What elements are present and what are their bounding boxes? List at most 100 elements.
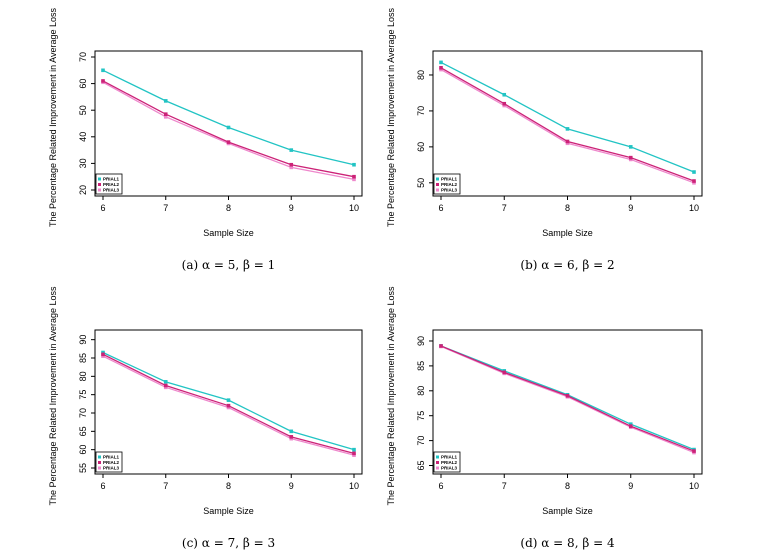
series-prial1: [439, 60, 696, 174]
y-tick-label: 55: [78, 463, 88, 473]
series-prial3: [101, 80, 356, 182]
data-point: [692, 449, 696, 453]
data-point: [289, 429, 294, 434]
legend-label: PRIAL2: [441, 182, 458, 187]
data-point: [352, 162, 356, 167]
legend-label: PRIAL1: [441, 455, 458, 460]
data-point: [289, 436, 294, 441]
y-tick-label: 90: [78, 335, 88, 345]
series-prial2: [439, 65, 696, 183]
data-point: [565, 139, 570, 144]
x-tick-label: 8: [226, 481, 231, 491]
y-tick-label: 85: [416, 361, 426, 371]
data-point: [163, 380, 168, 384]
legend-box: [433, 451, 461, 473]
data-point: [289, 165, 294, 170]
y-axis: 65 70 75 80 85 90: [416, 336, 433, 471]
series-line: [440, 67, 695, 182]
x-axis-title: Sample Size: [542, 228, 593, 238]
x-tick-label: 10: [689, 203, 699, 213]
data-point: [628, 155, 633, 160]
data-point: [163, 99, 168, 103]
data-point: [628, 422, 633, 426]
data-point: [628, 145, 633, 149]
legend-swatch: [436, 188, 439, 192]
data-point: [502, 370, 507, 375]
x-axis: 6 7 8 9 10: [100, 474, 359, 491]
y-axis: 20 30 40 50 60 70: [78, 52, 95, 195]
y-tick-label: 80: [416, 386, 426, 396]
series-line: [440, 69, 695, 184]
legend-swatch: [436, 177, 439, 181]
x-tick-label: 7: [502, 203, 507, 213]
y-axis: 55 60 65 70 75 80 85 90: [78, 335, 95, 473]
y-tick-label: 70: [416, 106, 426, 116]
series-line: [102, 69, 355, 166]
data-point: [439, 65, 443, 70]
data-point: [226, 405, 231, 410]
x-tick-label: 9: [289, 203, 294, 213]
legend-box: [95, 451, 123, 473]
data-point: [101, 79, 105, 83]
y-tick-label: 65: [78, 426, 88, 436]
plot-frame: [432, 50, 703, 197]
data-point: [226, 140, 231, 144]
panel-caption: (d) α = 8, β = 4: [520, 536, 615, 550]
x-tick-label: 8: [565, 481, 570, 491]
x-tick-label: 8: [565, 203, 570, 213]
x-tick-label: 6: [438, 481, 443, 491]
x-axis: 6 7 8 9 10: [438, 474, 699, 491]
panel-caption: (b) α = 6, β = 2: [520, 258, 614, 272]
series-line: [102, 81, 355, 180]
data-point: [565, 127, 570, 131]
legend-box: [95, 173, 123, 195]
chart-panel-2: 6 7 8 9 10 50 60 70 80 Sample Size The Percentage …: [386, 8, 703, 272]
x-axis: 6 7 8 9 10: [100, 196, 359, 213]
x-tick-label: 10: [349, 203, 359, 213]
y-axis-title: The Percentage Related Improvement in Av…: [386, 8, 396, 227]
plot-frame: [94, 50, 363, 197]
plot-frame: [432, 329, 703, 475]
data-point: [628, 424, 633, 428]
data-point: [502, 101, 507, 106]
data-point: [502, 92, 507, 97]
x-tick-label: 10: [349, 481, 359, 491]
y-tick-label: 75: [78, 390, 88, 400]
series-prial1: [101, 68, 356, 167]
legend-label: PRIAL2: [441, 460, 458, 465]
legend-label: PRIAL1: [103, 455, 120, 460]
x-axis-title: Sample Size: [203, 506, 254, 516]
legend-label: PRIAL3: [103, 188, 120, 193]
data-point: [101, 68, 105, 73]
legend-swatch: [436, 466, 439, 470]
data-point: [352, 177, 356, 182]
x-axis: 6 7 8 9 10: [438, 196, 699, 213]
y-tick-label: 60: [416, 142, 426, 152]
x-tick-label: 8: [226, 203, 231, 213]
legend-label: PRIAL2: [103, 182, 120, 187]
x-tick-label: 9: [628, 203, 633, 213]
series-prial2: [101, 79, 356, 179]
y-tick-label: 70: [78, 52, 88, 62]
chart-panel-3: 6 7 8 9 10 55 60 65 70 75 80 85 90 Sample Size The Per…: [48, 286, 363, 550]
x-tick-label: 6: [100, 203, 105, 213]
plot-frame: [94, 329, 363, 475]
chart-panel-4: 6 7 8 9 10 65 70 75 80 85 90 Sample Size The Percent…: [386, 286, 703, 550]
y-tick-label: 80: [78, 371, 88, 381]
legend-label: PRIAL3: [103, 466, 120, 471]
data-point: [439, 344, 443, 348]
x-tick-label: 6: [100, 481, 105, 491]
chart-panel-1: 6 7 8 9 10 20 30 40 50 60 70 Sample Size The Percent…: [48, 8, 363, 272]
legend-label: PRIAL3: [441, 466, 458, 471]
series-line: [440, 61, 695, 173]
panel-caption: (c) α = 7, β = 3: [182, 536, 275, 550]
y-tick-label: 75: [416, 411, 426, 421]
legend-swatch: [98, 466, 101, 470]
y-tick-label: 70: [416, 436, 426, 446]
data-point: [352, 447, 356, 452]
data-point: [226, 125, 231, 130]
data-point: [352, 174, 356, 179]
